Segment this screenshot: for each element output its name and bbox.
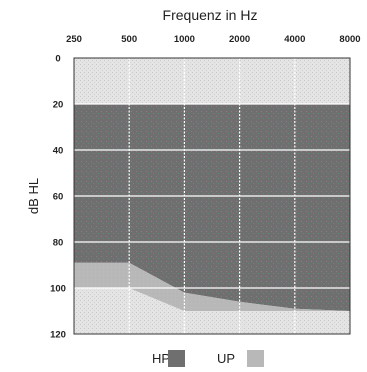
series-areas [74, 104, 350, 311]
y-tick-label: 20 [53, 100, 64, 111]
y-tick-label: 0 [55, 54, 60, 65]
x-tick-labels: 250 500 1000 2000 4000 8000 [66, 34, 361, 45]
legend-label-up: UP [217, 351, 235, 366]
legend-swatch-up [247, 350, 264, 367]
y-tick-label: 120 [50, 330, 66, 341]
legend-label-hp: HP [152, 351, 170, 366]
y-tick-labels: 0 20 40 60 80 100 120 [50, 54, 66, 341]
legend: HP UP [152, 350, 264, 367]
x-tick-label: 250 [66, 34, 82, 45]
area-up [74, 262, 350, 311]
grid-lines [74, 58, 350, 334]
x-tick-label: 500 [121, 34, 137, 45]
x-tick-label: 4000 [284, 34, 305, 45]
y-axis-label: dB HL [26, 178, 41, 214]
y-tick-label: 40 [53, 146, 64, 157]
chart-title: Frequenz in Hz [163, 7, 258, 23]
x-tick-label: 1000 [174, 34, 195, 45]
y-tick-label: 60 [53, 192, 64, 203]
y-tick-label: 80 [53, 238, 64, 249]
legend-swatch-hp [168, 350, 185, 367]
area-hp [74, 104, 350, 311]
y-tick-label: 100 [50, 284, 66, 295]
x-tick-label: 2000 [229, 34, 250, 45]
plot-frame [73, 57, 351, 335]
x-tick-label: 8000 [339, 34, 360, 45]
